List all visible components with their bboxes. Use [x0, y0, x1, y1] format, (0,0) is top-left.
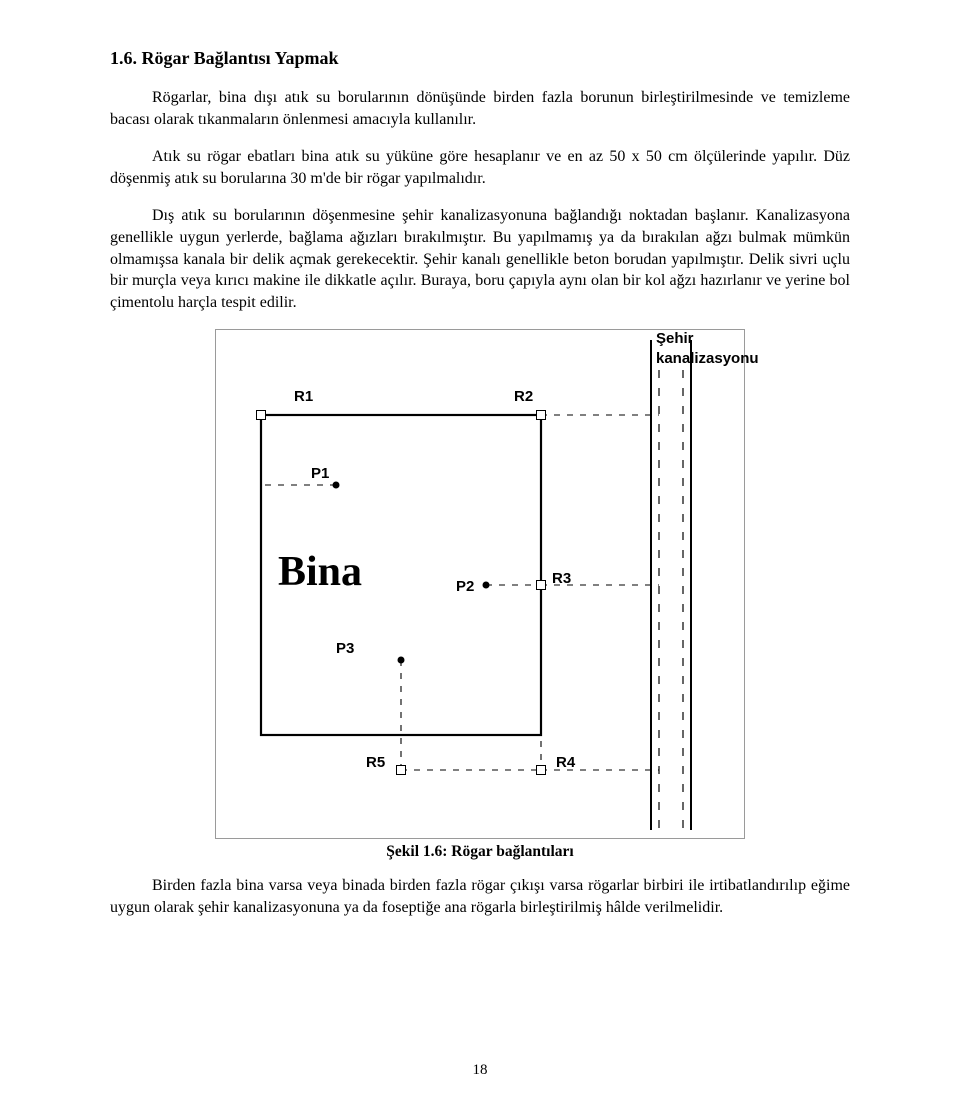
diagram-label-p1: P1 [311, 465, 329, 482]
body-paragraph-4: Birden fazla bina varsa veya binada bird… [110, 875, 850, 918]
diagram-label-r2: R2 [514, 388, 533, 405]
rogar-marker-r4 [536, 765, 546, 775]
rogar-marker-r1 [256, 410, 266, 420]
section-heading: 1.6. Rögar Bağlantısı Yapmak [110, 48, 850, 69]
body-paragraph-1: Rögarlar, bina dışı atık su borularının … [110, 87, 850, 130]
diagram-label-p3: P3 [336, 640, 354, 657]
diagram-label-sehir2: kanalizasyonu [656, 350, 759, 367]
figure-caption: Şekil 1.6: Rögar bağlantıları [110, 843, 850, 861]
p-dot-p2 [483, 582, 490, 589]
rogar-diagram: ŞehirkanalizasyonuR1R2R3R4R5P1P2P3Bina [215, 329, 745, 839]
diagram-label-sehir1: Şehir [656, 330, 694, 347]
figure-wrapper: Şehir kanalizasyonu R1 R2 R3 R4 R5 P1 P2 P3 Bina [110, 329, 850, 839]
body-paragraph-3: Dış atık su borularının döşenmesine şehi… [110, 205, 850, 313]
diagram-label-r4: R4 [556, 754, 575, 771]
body-paragraph-2: Atık su rögar ebatları bina atık su yükü… [110, 146, 850, 189]
diagram-label-p2: P2 [456, 578, 474, 595]
diagram-label-r1: R1 [294, 388, 313, 405]
p-dot-p1 [333, 482, 340, 489]
rogar-marker-r5 [396, 765, 406, 775]
diagram-building-label: Bina [278, 548, 362, 596]
rogar-marker-r3 [536, 580, 546, 590]
rogar-marker-r2 [536, 410, 546, 420]
p-dot-p3 [398, 657, 405, 664]
diagram-label-r5: R5 [366, 754, 385, 771]
page-number: 18 [0, 1062, 960, 1079]
diagram-label-r3: R3 [552, 570, 571, 587]
document-page: 1.6. Rögar Bağlantısı Yapmak Rögarlar, b… [0, 0, 960, 1095]
